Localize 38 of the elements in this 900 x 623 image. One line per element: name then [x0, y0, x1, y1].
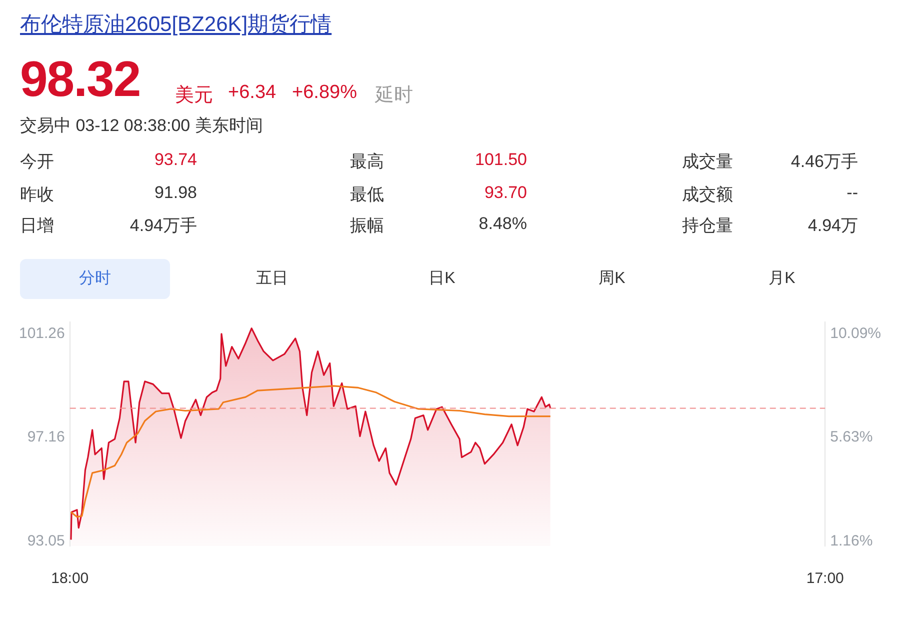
text: 98.32 — [20, 50, 140, 108]
text: 周K — [598, 269, 626, 289]
text: 8.48% — [478, 214, 527, 234]
y-tick-label: 97.16 — [27, 428, 65, 446]
text: 最低 — [350, 184, 384, 206]
text: -- — [846, 183, 858, 203]
text: 成交量 — [682, 151, 733, 173]
text: +6.34 — [228, 82, 276, 104]
y2-tick-label: 5.63% — [830, 428, 873, 446]
text: 分时 — [20, 259, 170, 299]
text: 延时 — [375, 84, 413, 108]
y2-tick-label: 10.09% — [830, 325, 881, 342]
text: 日增 — [20, 215, 54, 237]
y2-tick-label: 1.16% — [830, 532, 873, 550]
text: +6.89% — [292, 82, 357, 104]
text: 美元 — [175, 84, 213, 108]
text: 交易中 03-12 08:38:00 美东时间 — [20, 115, 263, 137]
text: 振幅 — [350, 215, 384, 237]
text: 持仓量 — [682, 215, 733, 237]
text: 日K — [428, 269, 456, 289]
text: 93.70 — [484, 183, 527, 203]
text: 今开 — [20, 151, 54, 173]
text: 月K — [768, 269, 796, 289]
y-tick-label: 101.26 — [18, 325, 65, 342]
y-tick-label: 93.05 — [27, 532, 65, 550]
text: 4.46万手 — [790, 151, 858, 173]
text: 成交额 — [682, 184, 733, 206]
text: 101.50 — [475, 150, 527, 170]
text: 布伦特原油2605[BZ26K]期货行情 — [20, 12, 332, 38]
text: 昨收 — [20, 184, 54, 206]
text: 91.98 — [154, 183, 197, 203]
text: 五日 — [255, 269, 289, 289]
text: 4.94万手 — [130, 215, 197, 237]
x-tick-label: 18:00 — [51, 570, 89, 588]
text: 最高 — [350, 151, 384, 173]
x-tick-label: 17:00 — [806, 570, 844, 588]
text: 4.94万 — [808, 215, 858, 237]
text: 93.74 — [154, 150, 197, 170]
